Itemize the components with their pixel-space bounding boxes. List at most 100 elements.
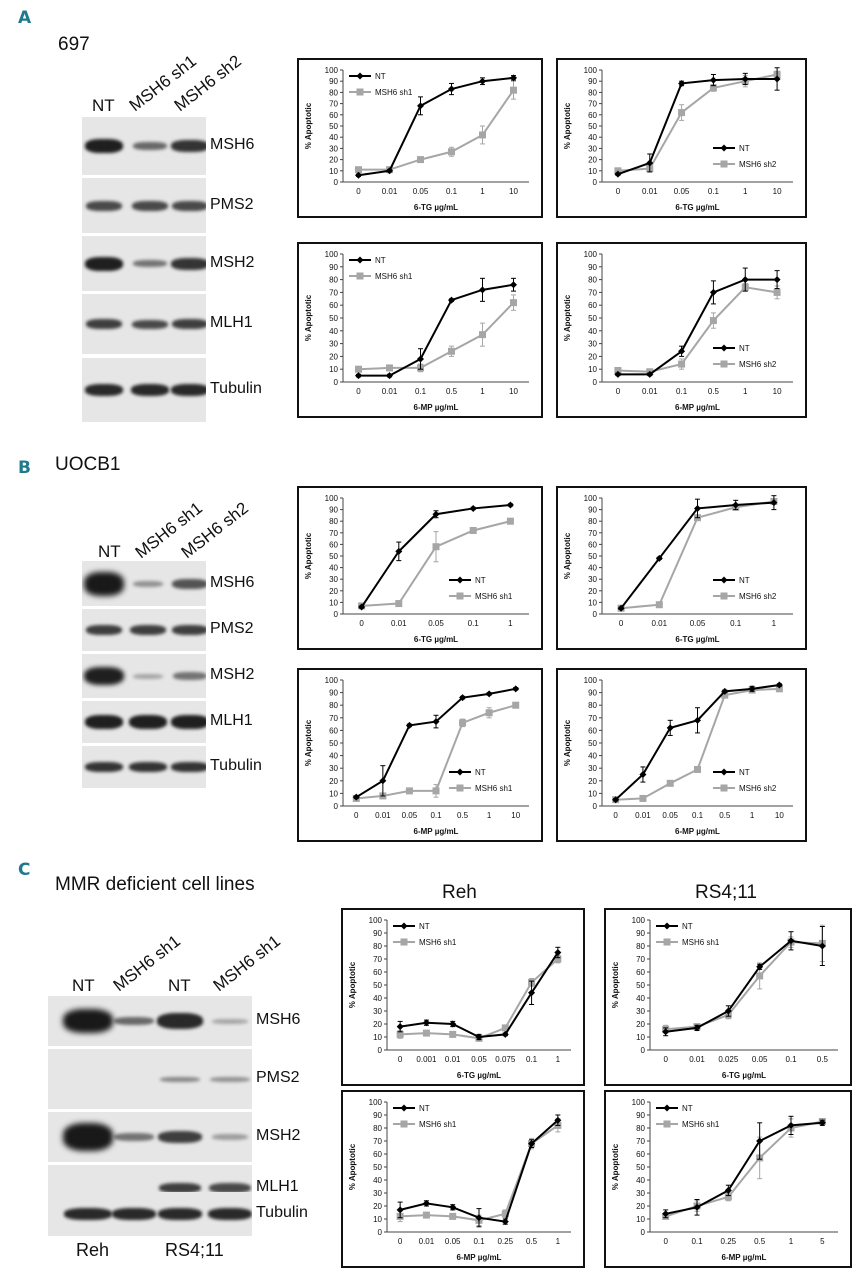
series-line-nt [399,1119,559,1223]
legend-label: NT [475,576,486,585]
x-tick-label: 10 [509,387,518,396]
y-tick-label: 40 [636,994,645,1003]
blot-band [173,672,206,680]
y-tick-label: 0 [641,1228,646,1237]
blot-band [86,625,122,635]
panel-c-bottom-rs411: RS4;11 [165,1240,224,1260]
series-line-sh [665,941,823,1031]
blot-band [172,319,206,329]
y-tick-label: 80 [329,701,338,710]
legend-label: NT [419,922,430,931]
y-tick-label: 80 [588,701,597,710]
data-point-nt [528,1140,536,1148]
x-tick-label: 0 [354,811,359,820]
y-tick-label: 70 [373,1137,382,1146]
data-point-sh [417,156,424,164]
y-tick-label: 70 [329,288,338,297]
y-tick-label: 50 [636,981,645,990]
legend-label: NT [739,344,750,353]
data-point-nt [358,603,366,611]
series-line-nt [665,939,823,1033]
blot-band [157,1013,203,1029]
y-tick-label: 100 [632,1098,646,1107]
y-tick-label: 40 [588,327,597,336]
x-tick-label: 0.01 [382,387,398,396]
data-point-sh [639,794,647,802]
legend-label: MSH6 sh1 [375,88,413,97]
x-tick-label: 0.05 [471,1055,487,1064]
x-tick-label: 1 [480,187,485,196]
blot-label-tubulin: Tubulin [256,1204,308,1221]
x-tick-label: 0.05 [690,619,706,628]
chart-b3: 0 10 20 30 40 50 60 70 80 90 100 0 0.01 0.05 0.1 0.5 1 10… [297,668,543,842]
blot-a-msh2 [82,236,206,291]
data-point-nt [479,286,486,294]
data-point-nt [666,724,674,732]
data-point-sh [655,601,663,609]
x-tick-label: 0.1 [430,811,442,820]
y-tick-label: 100 [369,916,383,925]
y-tick-label: 10 [329,789,338,798]
blot-c-pms2 [48,1049,252,1109]
data-point-nt [787,937,795,945]
data-point-sh [405,787,413,795]
x-axis-label: 6-TG µg/mL [414,203,458,212]
data-point-sh [469,526,477,534]
panel-c-title-reh: Reh [442,882,477,903]
x-tick-label: 0.1 [785,1055,797,1064]
legend-label: NT [682,922,693,931]
series-line-sh [400,958,559,1040]
data-point-nt [732,501,740,509]
y-tick-label: 10 [636,1215,645,1224]
y-tick-label: 30 [588,764,597,773]
blot-label-tubulin: Tubulin [210,757,262,774]
blot-band [85,139,123,153]
y-tick-label: 30 [373,1007,382,1016]
x-tick-label: 0 [613,811,618,820]
x-axis-label: 6-MP µg/mL [457,1253,502,1262]
x-tick-label: 0.5 [719,811,731,820]
y-tick-label: 40 [588,564,597,573]
blot-label-mlh1: MLH1 [256,1177,299,1195]
data-point-nt [395,547,403,555]
data-point-nt [432,718,440,726]
y-tick-label: 90 [636,1111,645,1120]
y-tick-label: 60 [588,301,597,310]
legend-label: NT [739,576,750,585]
y-tick-label: 80 [329,517,338,526]
x-tick-label: 1 [789,1237,794,1246]
data-point-nt [554,1116,562,1124]
y-tick-label: 70 [373,955,382,964]
y-tick-label: 100 [584,250,598,259]
y-tick-label: 0 [593,802,598,811]
blot-band [133,673,163,679]
y-tick-label: 80 [588,276,597,285]
y-tick-label: 10 [329,365,338,374]
blot-band [114,1133,154,1141]
data-point-sh [355,365,362,373]
x-tick-label: 0.1 [473,1237,485,1246]
panel-c-lane-nt-rs411: NT [168,976,191,995]
data-point-sh [396,1030,404,1038]
blot-label-msh2: MSH2 [210,253,255,271]
x-tick-label: 0.5 [708,387,720,396]
data-point-sh [422,1211,430,1219]
blot-b-pms2 [82,609,206,651]
chart-c4: 0 10 20 30 40 50 60 70 80 90 100 0 0.1 0.25 0.5 1 5 6-MP … [604,1090,852,1268]
blot-band [84,571,124,596]
data-point-nt [379,777,387,785]
blot-band [63,1009,113,1033]
data-point-sh [448,347,455,355]
y-tick-label: 50 [588,739,597,748]
chart-c2: 0 10 20 30 40 50 60 70 80 90 100 0 0.01 0.025 0.05 0.1 0… [604,908,852,1086]
x-tick-label: 0 [359,619,364,628]
y-tick-label: 70 [588,529,597,538]
legend-label: MSH6 sh1 [682,938,720,947]
data-point-sh [355,166,362,174]
blot-b-msh2 [82,654,206,698]
data-point-nt [741,75,749,83]
y-tick-label: 50 [329,739,338,748]
x-tick-label: 0.01 [382,187,398,196]
blot-band [209,1182,251,1193]
y-tick-label: 30 [329,575,338,584]
